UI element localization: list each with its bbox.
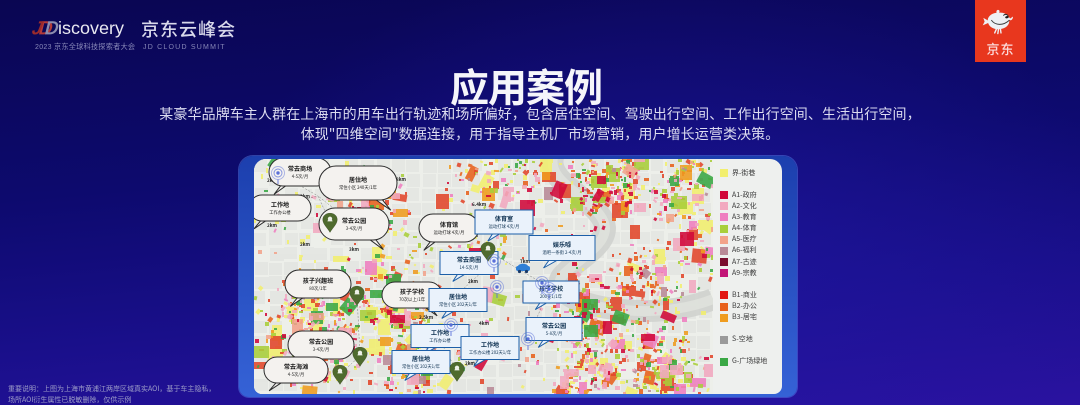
svg-text:3-4次/月: 3-4次/月 [346, 225, 363, 232]
svg-text:运动打球 4次/月: 运动打球 4次/月 [489, 223, 520, 230]
svg-text:工作办公楼: 工作办公楼 [429, 337, 451, 344]
svg-text:2km: 2km [300, 241, 310, 248]
svg-text:4km: 4km [479, 320, 489, 327]
svg-text:常去海滩: 常去海滩 [284, 362, 308, 371]
svg-text:酒吧一条街 2-4次/月: 酒吧一条街 2-4次/月 [543, 249, 582, 256]
svg-text:6.4km: 6.4km [472, 201, 487, 208]
svg-text:工作办公楼: 工作办公楼 [269, 209, 291, 216]
svg-text:居住地: 居住地 [349, 175, 367, 184]
svg-text:常去商圈: 常去商圈 [457, 255, 481, 264]
svg-text:常住小区 240天/1年: 常住小区 240天/1年 [339, 184, 378, 191]
svg-text:常去公园: 常去公园 [309, 337, 333, 346]
svg-text:4-5次/月: 4-5次/月 [288, 371, 305, 378]
svg-text:5-8次/月: 5-8次/月 [546, 330, 563, 337]
svg-text:8km: 8km [396, 176, 406, 183]
svg-text:娱乐嘑: 娱乐嘑 [553, 240, 571, 249]
svg-text:工作地: 工作地 [481, 340, 499, 349]
svg-text:常住小区 202天1/年: 常住小区 202天1/年 [402, 363, 441, 370]
svg-text:2km: 2km [468, 278, 478, 285]
svg-text:居住地: 居住地 [449, 292, 467, 301]
svg-text:3km: 3km [349, 246, 359, 253]
svg-text:工作地: 工作地 [271, 200, 289, 209]
svg-text:体育馆: 体育馆 [440, 220, 458, 229]
svg-text:2.5km: 2.5km [419, 314, 434, 321]
svg-text:孩子学校: 孩子学校 [400, 287, 424, 296]
svg-text:常去商场: 常去商场 [288, 164, 312, 173]
svg-text:常去公园: 常去公园 [342, 216, 366, 225]
svg-text:200天1/1年: 200天1/1年 [540, 293, 563, 300]
svg-text:常去公园: 常去公园 [542, 321, 566, 330]
svg-text:常住小区 202天1/年: 常住小区 202天1/年 [439, 301, 478, 308]
svg-text:80次/1年: 80次/1年 [309, 285, 327, 292]
svg-text:工作办公楼 202天1/年: 工作办公楼 202天1/年 [469, 349, 512, 356]
svg-text:运动打球 4次/月: 运动打球 4次/月 [434, 229, 465, 236]
svg-text:3-4次/月: 3-4次/月 [313, 346, 330, 353]
svg-text:14-5次/月: 14-5次/月 [460, 264, 479, 271]
svg-text:70次以上/1年: 70次以上/1年 [399, 296, 426, 303]
svg-text:2km: 2km [267, 222, 277, 229]
svg-text:体育室: 体育室 [495, 214, 513, 223]
svg-text:4-5次/月: 4-5次/月 [292, 173, 309, 180]
svg-text:居住地: 居住地 [412, 354, 430, 363]
svg-text:孩子兴趣班: 孩子兴趣班 [303, 276, 333, 285]
